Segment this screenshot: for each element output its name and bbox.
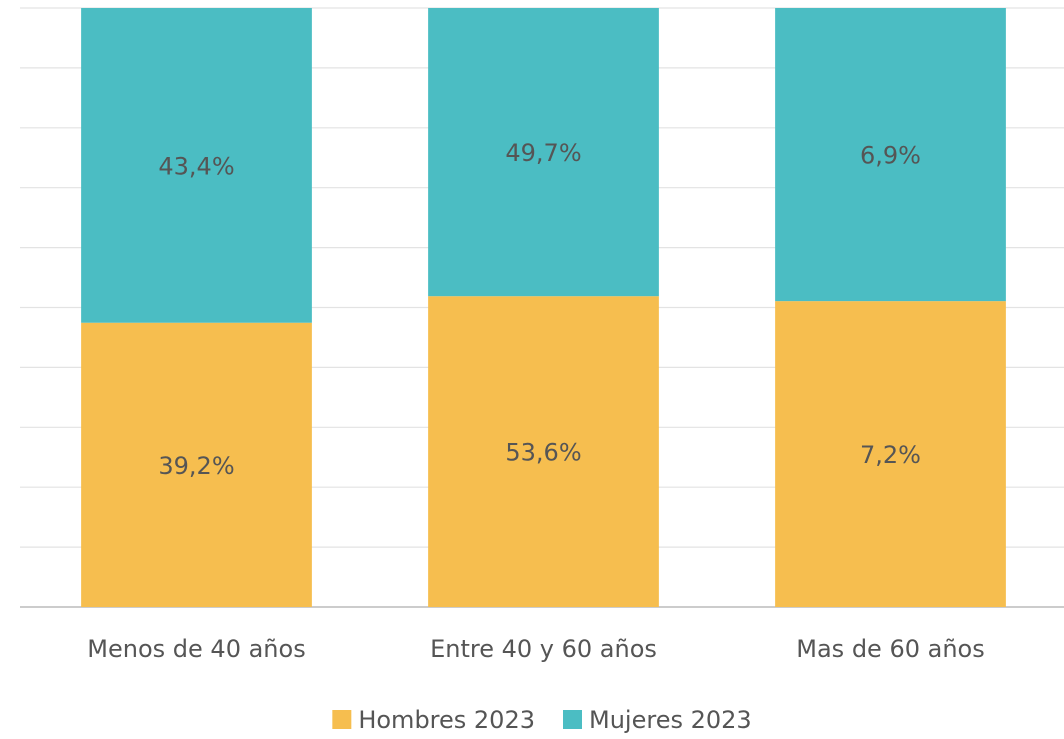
bar-segment — [81, 322, 312, 607]
data-label: 53,6% — [505, 439, 581, 467]
legend-label: Hombres 2023 — [358, 706, 535, 734]
data-label: 7,2% — [860, 441, 921, 469]
x-tick-label: Menos de 40 años — [87, 635, 305, 663]
x-tick-label: Entre 40 y 60 años — [430, 635, 657, 663]
bar-segment — [775, 8, 1006, 302]
legend-label: Mujeres 2023 — [589, 706, 752, 734]
data-label: 6,9% — [860, 142, 921, 170]
legend-swatch — [332, 710, 352, 729]
bar-segment — [428, 296, 659, 607]
bar-segment — [81, 8, 312, 323]
data-label: 39,2% — [158, 452, 234, 480]
bar-segment — [775, 301, 1006, 607]
bar-segment — [428, 8, 659, 297]
legend-swatch — [563, 710, 582, 729]
data-label: 43,4% — [158, 152, 234, 180]
data-label: 49,7% — [505, 139, 581, 167]
x-tick-label: Mas de 60 años — [796, 635, 984, 663]
